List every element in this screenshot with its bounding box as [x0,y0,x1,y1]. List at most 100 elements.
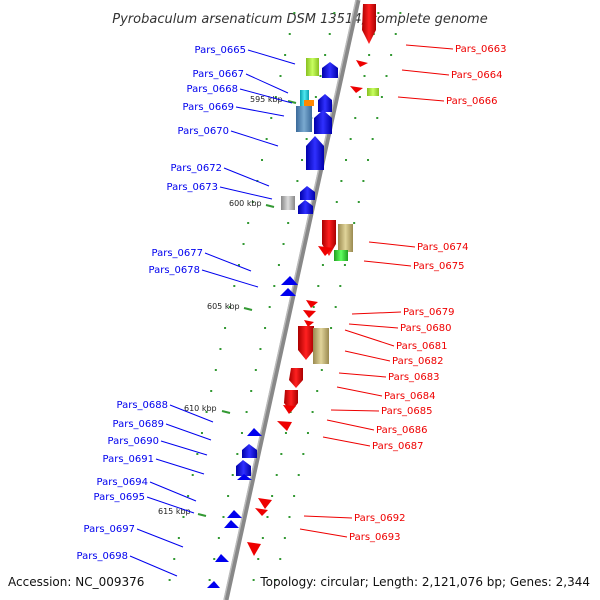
gene-pars-0669-arrow [314,110,332,134]
guide-dot [240,432,243,434]
guide-dot [380,96,383,98]
gene-label-pars-0677[interactable]: Pars_0677 [152,248,203,259]
left-leader-lines [129,49,296,577]
gene-label-pars-0679[interactable]: Pars_0679 [403,307,454,318]
guide-dot [324,54,327,56]
guide-dot [362,180,365,182]
guide-dot [208,579,211,581]
gene-label-pars-0687[interactable]: Pars_0687 [372,441,423,452]
gene-label-pars-0664[interactable]: Pars_0664 [451,70,502,81]
guide-dot [245,411,248,413]
leader-line-right [326,419,375,431]
gene-label-pars-0685[interactable]: Pars_0685 [381,406,432,417]
gene-label-pars-0689[interactable]: Pars_0689 [113,419,164,430]
leader-line-left [223,167,270,187]
guide-dot [354,117,357,119]
gene-pars-0673-arrow [298,200,313,214]
guide-dot [334,306,337,308]
guide-dot [399,12,402,14]
guide-dot [287,222,290,224]
gene-label-pars-0693[interactable]: Pars_0693 [349,532,400,543]
gene-label-pars-0672[interactable]: Pars_0672 [171,163,222,174]
leader-line-left [230,130,279,147]
guide-dot [271,495,274,497]
guide-dot [376,117,379,119]
gene-label-pars-0666[interactable]: Pars_0666 [446,96,497,107]
guide-dot [357,201,360,203]
gene-pars-0668-arrow [318,94,332,112]
right-leader-lines [299,44,454,538]
svg-text:595 kbp: 595 kbp [250,95,283,104]
guide-dot [265,138,268,140]
gene-label-pars-0669[interactable]: Pars_0669 [183,102,234,113]
gene-label-pars-0675[interactable]: Pars_0675 [413,261,464,272]
scale-tick-4: 610 kbp [184,404,231,414]
gene-label-pars-0690[interactable]: Pars_0690 [108,436,159,447]
leader-line-right [397,96,445,102]
guide-dot [284,432,287,434]
gene-pars-0664 [356,60,368,67]
gene-label-pars-0663[interactable]: Pars_0663 [455,44,506,55]
guide-dot [319,75,322,77]
reverse-strand-features [247,4,379,556]
backbone-highlight [223,0,357,600]
gene-label-pars-0678[interactable]: Pars_0678 [149,265,200,276]
leader-line-left [239,88,293,104]
guide-dot [210,390,213,392]
gene-label-pars-0680[interactable]: Pars_0680 [400,323,451,334]
leader-line-right [368,241,416,248]
gene-pars-0674-tail [318,246,333,256]
gene-pars-0665-arrow [322,62,338,78]
leader-line-left [129,555,178,577]
gene-pars-0668-block [304,100,314,106]
gene-label-pars-0698[interactable]: Pars_0698 [77,551,128,562]
guide-dot [266,516,269,518]
guide-dot [288,33,291,35]
guide-dot [252,579,255,581]
gene-label-pars-0665[interactable]: Pars_0665 [195,45,246,56]
leader-line-left [204,252,252,272]
guide-dot [339,285,342,287]
guide-dot [321,264,324,266]
guide-dot [335,201,338,203]
guide-dots [168,12,402,581]
gene-label-pars-0695[interactable]: Pars_0695 [94,492,145,503]
guide-dot [317,285,320,287]
accession-text: Accession: NC_009376 [8,575,144,589]
gene-label-pars-0697[interactable]: Pars_0697 [84,524,135,535]
leader-line-right [338,372,387,378]
guide-dot [288,516,291,518]
leader-line-left [146,496,195,514]
guide-dot [330,327,333,329]
guide-dot [333,12,336,14]
genome-summary-text: Topology: circular; Length: 2,121,076 bp… [259,575,590,589]
guide-dot [274,96,277,98]
gene-label-pars-0691[interactable]: Pars_0691 [103,454,154,465]
svg-text:600 kbp: 600 kbp [229,199,262,208]
gene-label-pars-0674[interactable]: Pars_0674 [417,242,468,253]
gene-label-pars-0682[interactable]: Pars_0682 [392,356,443,367]
guide-dot [233,285,236,287]
guide-dot [275,474,278,476]
gene-label-pars-0681[interactable]: Pars_0681 [396,341,447,352]
gene-label-pars-0688[interactable]: Pars_0688 [117,400,168,411]
gene-pars-0683 [289,368,303,388]
leader-line-left [247,49,296,65]
guide-dot [191,474,194,476]
guide-dot [228,306,231,308]
svg-text:610 kbp: 610 kbp [184,404,217,413]
gene-label-pars-0673[interactable]: Pars_0673 [167,182,218,193]
gene-label-pars-0667[interactable]: Pars_0667 [193,69,244,80]
leader-line-right [351,311,402,315]
gene-pars-0689 [242,444,257,458]
gene-label-pars-0694[interactable]: Pars_0694 [97,477,148,488]
guide-dot [279,558,282,560]
gene-label-pars-0692[interactable]: Pars_0692 [354,513,405,524]
gene-label-pars-0683[interactable]: Pars_0683 [388,372,439,383]
gene-label-pars-0668[interactable]: Pars_0668 [187,84,238,95]
gene-label-pars-0670[interactable]: Pars_0670 [178,126,229,137]
guide-dot [296,180,299,182]
gene-label-pars-0684[interactable]: Pars_0684 [384,391,435,402]
gene-label-pars-0686[interactable]: Pars_0686 [376,425,427,436]
